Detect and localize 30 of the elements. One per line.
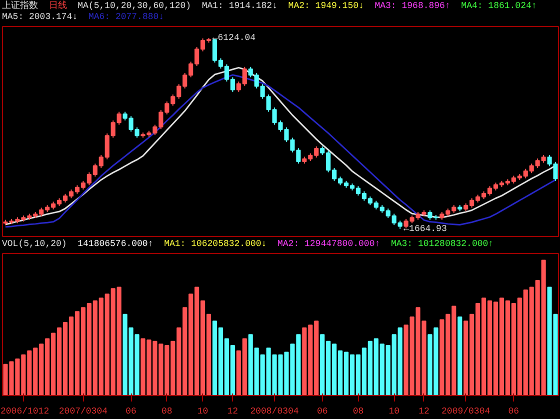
text: MA3: 1968.896↑: [374, 1, 450, 11]
bar: [458, 316, 462, 396]
text: VOL(5,10,20): [2, 239, 67, 249]
text: MA2: 1949.150↓: [288, 1, 364, 11]
annotation: ←6124.04: [212, 32, 256, 43]
text: 上证指数: [2, 1, 38, 11]
text: MA6: 2077.880↓: [88, 12, 164, 22]
text: 日线: [48, 1, 67, 11]
x-tick-label: 2006/1012: [0, 406, 50, 416]
x-tick-label: 12: [418, 406, 430, 416]
text: MA1: 106205832.000↓: [164, 239, 267, 249]
x-tick-label: 06: [316, 406, 328, 416]
x-tick-label: 08: [162, 406, 172, 416]
x-tick-label: 10: [197, 406, 208, 416]
x-tick-label: 2008/0304: [250, 406, 299, 416]
text: MA(5,10,20,30,60,120): [78, 1, 192, 11]
text: 141806576.000↑: [78, 239, 154, 249]
text: MA3: 101280832.000↑: [390, 239, 494, 249]
text: MA4: 1861.024↑: [461, 1, 537, 11]
x-tick-label: 2007/0304: [58, 406, 108, 416]
x-tick-label: 2009/0304: [442, 406, 490, 416]
text: MA5: 2003.174↓: [2, 12, 78, 22]
x-tick-label: 08: [352, 406, 364, 416]
text: MA1: 1914.182↓: [202, 1, 278, 11]
x-tick-label: 10: [388, 406, 400, 416]
annotation: ←1664.93: [404, 224, 447, 234]
x-tick-label: 06: [508, 406, 520, 416]
text: MA2: 129447800.000↑: [278, 239, 380, 249]
x-tick-label: 12: [227, 406, 238, 416]
x-tick-label: 06: [126, 406, 136, 416]
